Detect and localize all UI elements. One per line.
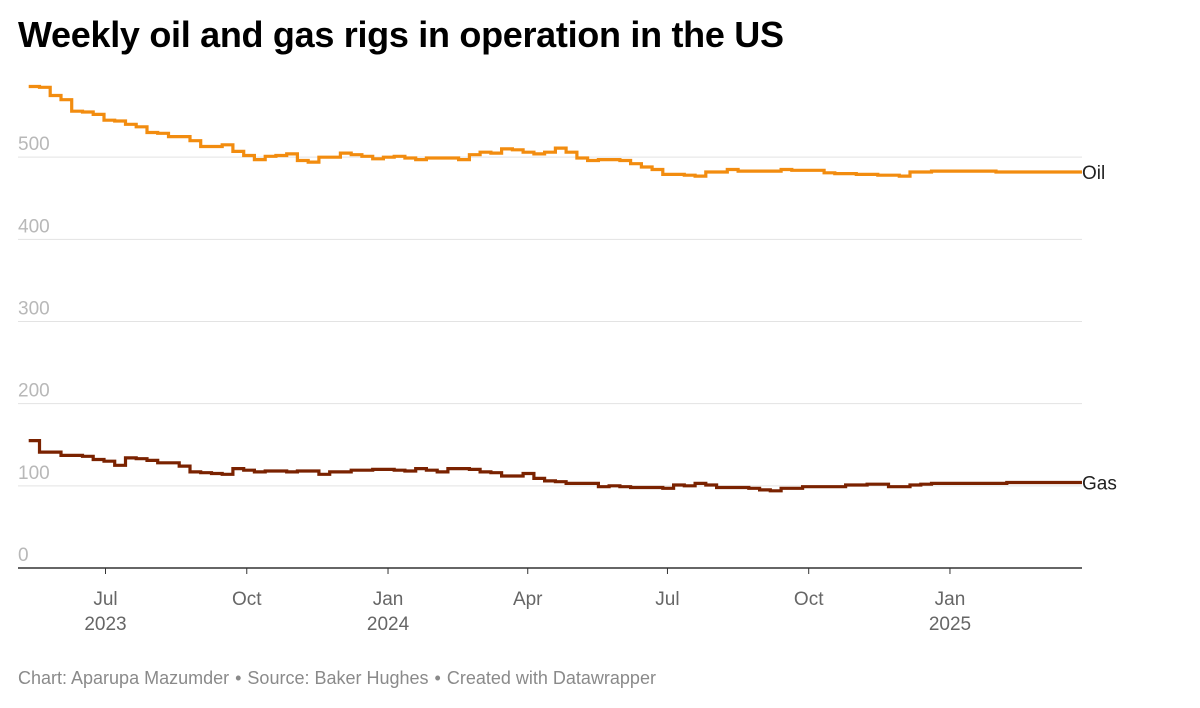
series-lines [28, 84, 1082, 493]
series-line-oil [28, 84, 1082, 178]
y-tick-label: 400 [18, 216, 50, 237]
chart-title: Weekly oil and gas rigs in operation in … [18, 14, 784, 55]
x-tick-label: Apr [513, 589, 543, 610]
y-gridlines [18, 156, 1082, 487]
y-tick-label: 100 [18, 463, 50, 484]
x-tick-year-label: 2025 [929, 614, 971, 635]
x-tick-label: Jul [655, 589, 679, 610]
y-tick-label: 200 [18, 381, 50, 402]
chart-credit: Chart: Aparupa Mazumder [18, 668, 230, 688]
x-tick-label: Jan [373, 589, 404, 610]
x-tick-label: Jul [93, 589, 117, 610]
series-label-gas: Gas [1082, 474, 1117, 495]
footer-separator: • [235, 668, 242, 688]
series-labels: Oil Gas [1082, 163, 1117, 495]
x-tick-label: Oct [232, 589, 262, 610]
y-tick-label: 500 [18, 134, 50, 155]
x-axis: Jul 2023 Oct Jan 2024 Apr Jul Oct Jan 2025 [18, 567, 1082, 635]
chart-footer: Chart: Aparupa Mazumder • Source: Baker Hu… [18, 668, 656, 689]
x-tick-year-label: 2024 [367, 614, 410, 635]
chart-source: Source: Baker Hughes [247, 668, 429, 688]
y-tick-label: 300 [18, 299, 50, 320]
y-axis-ticks: 0 100 200 300 400 500 [18, 134, 50, 566]
y-tick-label: 0 [18, 545, 29, 566]
x-tick-year-label: 2023 [84, 614, 126, 635]
x-tick-label: Jan [935, 589, 966, 610]
footer-separator: • [434, 668, 441, 688]
chart-tool-credit: Created with Datawrapper [446, 668, 656, 688]
series-line-gas [28, 439, 1082, 493]
x-tick-label: Oct [794, 589, 824, 610]
series-label-oil: Oil [1082, 163, 1105, 184]
